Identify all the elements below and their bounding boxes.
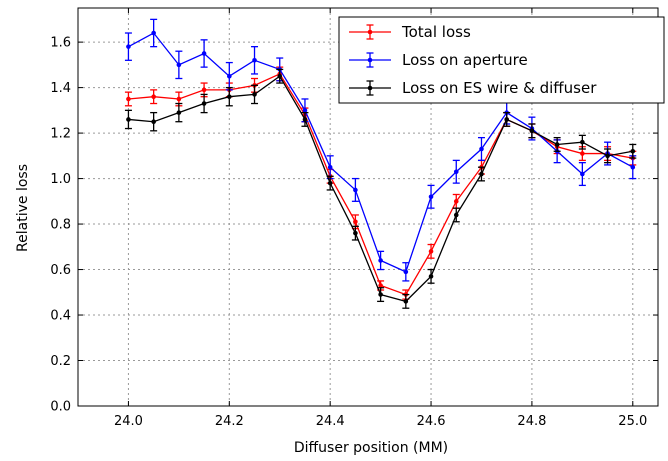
aperture-loss-point bbox=[176, 62, 182, 68]
aperture-loss-point bbox=[201, 51, 207, 56]
y-tick-label: 0.0 bbox=[50, 400, 71, 415]
x-tick-label: 24.0 bbox=[114, 414, 143, 429]
total-loss-point bbox=[453, 199, 459, 204]
aperture-loss-point bbox=[378, 258, 383, 263]
es-wire-diffuser-loss-point bbox=[554, 142, 560, 147]
legend-label: Loss on ES wire & diffuser bbox=[402, 79, 597, 97]
aperture-loss-point bbox=[580, 171, 585, 177]
es-wire-diffuser-loss-point bbox=[227, 94, 232, 99]
legend-swatch-marker bbox=[367, 29, 373, 35]
y-tick-label: 0.6 bbox=[50, 263, 71, 278]
es-wire-diffuser-loss-point bbox=[504, 117, 509, 122]
aperture-loss-point bbox=[428, 194, 434, 200]
total-loss-point bbox=[580, 151, 585, 156]
total-loss-point bbox=[353, 219, 358, 225]
x-tick-label: 24.8 bbox=[517, 414, 546, 429]
legend-label: Loss on aperture bbox=[402, 51, 528, 69]
series-aperture-loss bbox=[124, 18, 637, 282]
es-wire-diffuser-loss-point bbox=[453, 212, 459, 218]
y-tick-label: 1.4 bbox=[50, 81, 71, 96]
legend: Total loss Loss on aperture Loss on ES wir… bbox=[338, 16, 665, 104]
es-wire-diffuser-loss-point bbox=[201, 101, 207, 106]
legend-box bbox=[338, 16, 665, 104]
aperture-loss-point bbox=[630, 164, 636, 170]
es-wire-diffuser-loss-point bbox=[630, 148, 636, 154]
x-tick-label: 24.2 bbox=[215, 414, 244, 429]
legend-swatch-marker bbox=[367, 85, 373, 91]
aperture-loss-point bbox=[403, 269, 409, 275]
aperture-loss-point bbox=[453, 169, 459, 175]
y-tick-label: 0.2 bbox=[50, 354, 71, 369]
es-wire-diffuser-loss-point bbox=[428, 274, 434, 279]
aperture-loss-point bbox=[302, 108, 308, 113]
total-loss-point bbox=[428, 249, 434, 254]
x-tick-label: 24.4 bbox=[316, 414, 345, 429]
es-wire-diffuser-loss-point bbox=[378, 292, 383, 297]
y-tick-label: 1.6 bbox=[50, 36, 71, 51]
series-layer bbox=[124, 18, 637, 309]
es-wire-diffuser-loss-point bbox=[605, 153, 610, 159]
es-wire-diffuser-loss-point bbox=[126, 117, 131, 122]
total-loss-point bbox=[176, 96, 182, 102]
es-wire-diffuser-loss-point bbox=[580, 139, 585, 145]
es-wire-diffuser-loss-point bbox=[277, 73, 283, 79]
aperture-loss-point bbox=[353, 187, 358, 193]
total-loss-point bbox=[201, 87, 207, 93]
es-wire-diffuser-loss-point bbox=[302, 117, 308, 122]
series-es-wire-diffuser-loss bbox=[124, 68, 637, 309]
es-wire-diffuser-loss-point bbox=[353, 230, 358, 236]
total-loss-point bbox=[378, 283, 383, 288]
x-axis-label: Diffuser position (MM) bbox=[294, 440, 448, 456]
es-wire-diffuser-loss-point bbox=[252, 92, 257, 97]
es-wire-diffuser-loss-point bbox=[529, 128, 535, 134]
total-loss-point bbox=[126, 96, 131, 102]
legend-swatch-marker bbox=[367, 57, 373, 63]
aperture-loss-point bbox=[126, 44, 131, 49]
es-wire-diffuser-loss-point bbox=[479, 171, 484, 177]
y-axis-label: Relative loss bbox=[15, 164, 31, 252]
aperture-loss-point bbox=[327, 164, 333, 170]
es-wire-diffuser-loss-point bbox=[403, 299, 409, 304]
es-wire-diffuser-loss-point bbox=[151, 119, 156, 125]
x-tick-label: 24.6 bbox=[417, 414, 446, 429]
y-tick-label: 0.4 bbox=[50, 309, 71, 324]
axis-ticks bbox=[78, 8, 658, 407]
y-tick-label: 1.0 bbox=[50, 172, 71, 187]
aperture-loss-point bbox=[227, 73, 232, 79]
es-wire-diffuser-loss-point bbox=[176, 110, 182, 115]
plot-area-frame bbox=[77, 7, 659, 407]
es-wire-diffuser-loss-point bbox=[327, 180, 333, 186]
aperture-loss-point bbox=[252, 58, 257, 63]
aperture-loss-point bbox=[151, 30, 156, 36]
x-tick-label: 25.0 bbox=[618, 414, 647, 429]
legend-label: Total loss bbox=[401, 23, 471, 41]
total-loss-point bbox=[151, 94, 156, 99]
tick-labels: 24.0 24.2 24.4 24.6 24.8 25.0 0.0 0.2 0.4 0.6 0.8 1… bbox=[50, 36, 647, 429]
y-tick-label: 1.2 bbox=[50, 127, 71, 142]
y-tick-label: 0.8 bbox=[50, 218, 71, 233]
aperture-loss-point bbox=[479, 146, 484, 152]
